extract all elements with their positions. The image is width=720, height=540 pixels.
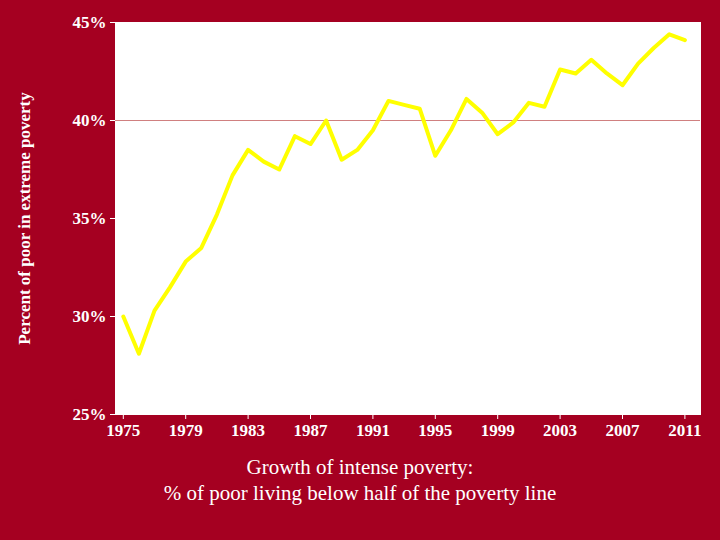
svg-text:45%: 45%	[73, 13, 107, 32]
svg-text:2011: 2011	[668, 421, 701, 440]
svg-text:1995: 1995	[418, 421, 452, 440]
svg-text:40%: 40%	[73, 111, 107, 130]
svg-text:1975: 1975	[106, 421, 140, 440]
svg-text:Percent of poor in extreme pov: Percent of poor in extreme poverty	[15, 92, 34, 345]
svg-text:1999: 1999	[481, 421, 515, 440]
svg-text:25%: 25%	[73, 405, 107, 424]
svg-text:1991: 1991	[356, 421, 390, 440]
svg-text:2003: 2003	[543, 421, 577, 440]
svg-text:1983: 1983	[231, 421, 265, 440]
svg-text:1979: 1979	[169, 421, 203, 440]
html-text:% of poor living below half of: % of poor living below half of the pover…	[163, 481, 557, 505]
svg-text:2007: 2007	[606, 421, 641, 440]
svg-text:30%: 30%	[73, 307, 107, 326]
svg-text:1987: 1987	[294, 421, 329, 440]
html-text:Growth of intense poverty:: Growth of intense poverty:	[246, 455, 474, 479]
svg-text:35%: 35%	[73, 209, 107, 228]
